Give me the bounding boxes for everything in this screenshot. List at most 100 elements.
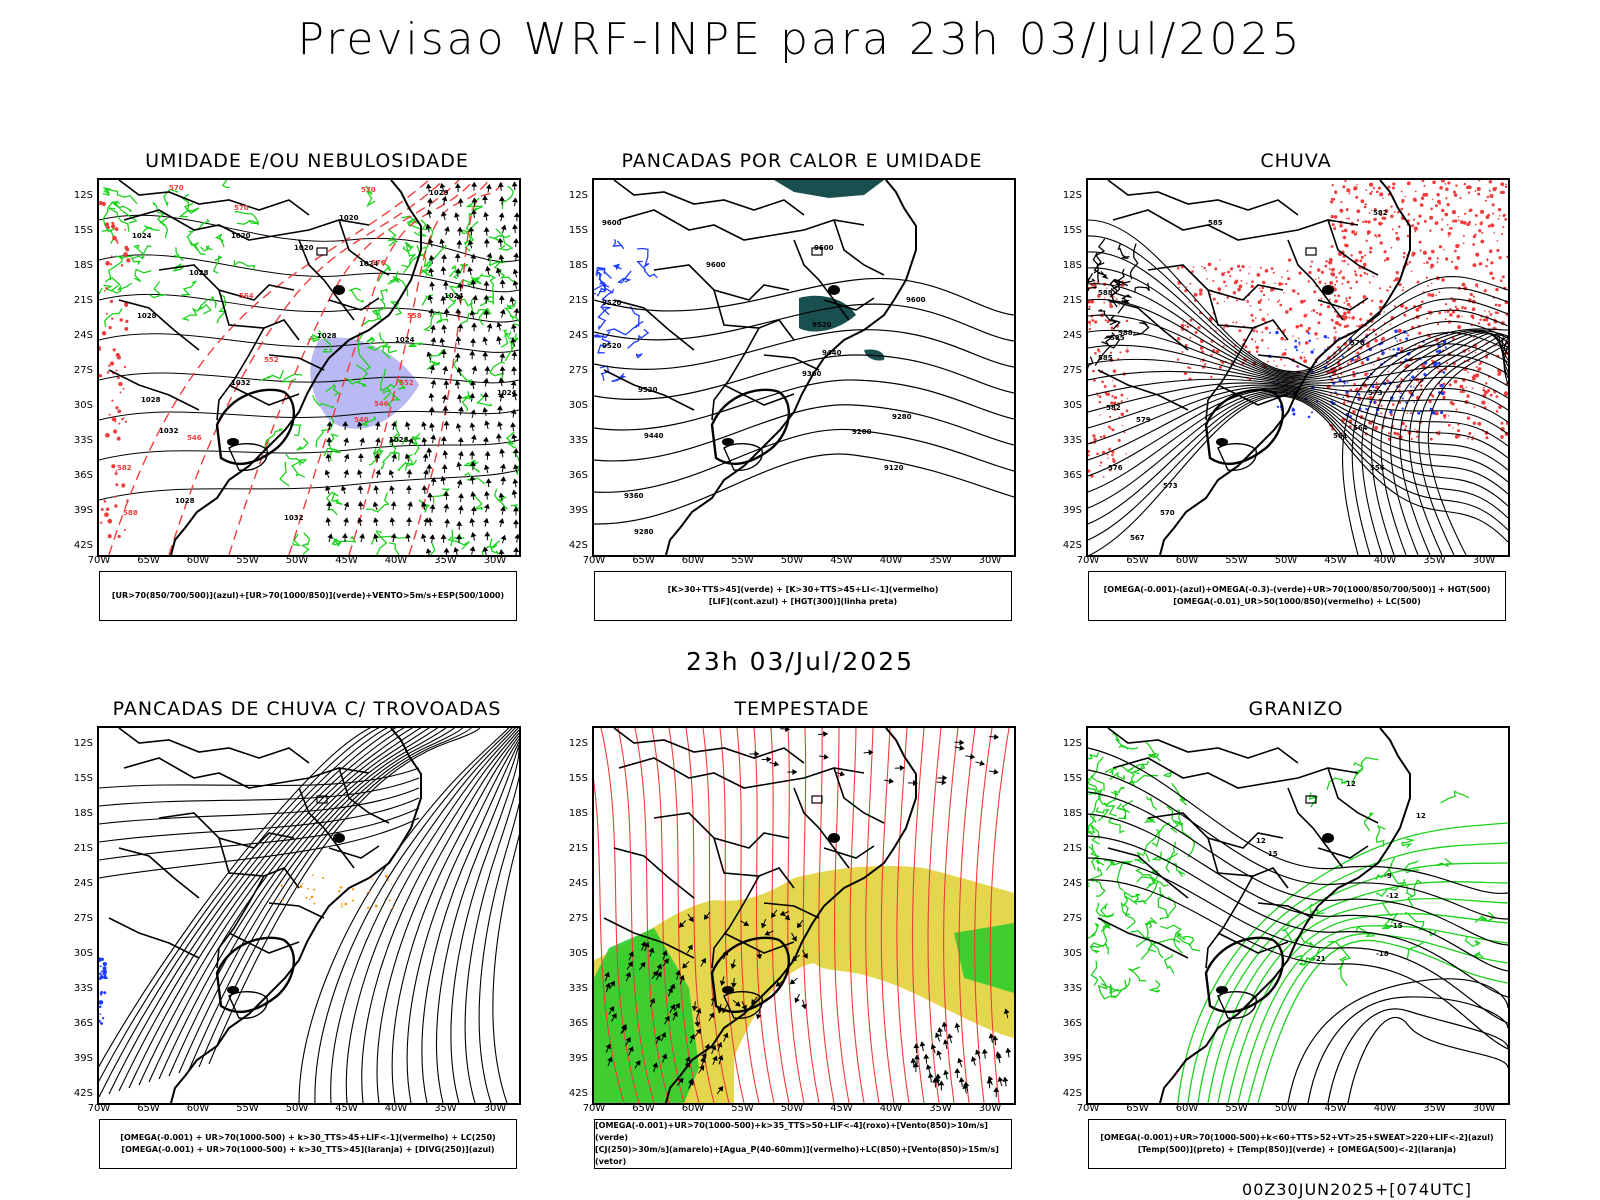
legend-line: [OMEGA(-0.001)+UR>70(1000-500)+k>35_TTS>… [595,1121,988,1142]
field-cell [1386,379,1390,383]
wind-vector-head [963,1081,970,1088]
lat-tick-label: 39S [73,1053,93,1064]
field-cell [100,976,104,980]
contour-line [1151,938,1183,954]
contour-line [1143,829,1160,863]
streamline [128,728,414,1089]
field-cell [1107,425,1111,429]
wind-vector-head [469,517,476,524]
legend-granizo: [OMEGA(-0.001)+UR>70(1000-500)+k<60+TTS>… [1088,1119,1506,1169]
field-cell [1369,250,1372,254]
wind-vector-head [496,405,503,411]
contour-line [214,233,225,248]
field-cell [1236,299,1239,302]
contour-line [389,271,409,297]
field-cell [1305,329,1310,334]
contour-lines [594,277,1014,525]
wind-vector-head [457,505,464,511]
field-cell [1401,289,1404,292]
field-cell [1477,421,1482,426]
field-cell [1212,280,1215,283]
contour-line [99,214,519,263]
field-cell [1440,180,1445,183]
field-cell [1358,250,1363,255]
lat-tick-label: 30S [568,948,588,959]
lon-tick-label: 35W [929,555,952,566]
map-panel-tempestade [592,726,1016,1105]
wind-vector-head [483,211,490,218]
wind-vector-head [389,437,395,443]
contour-line [464,472,486,485]
wind-vector-head [390,501,397,507]
field-cell [1409,378,1411,380]
field-cell [1468,209,1472,213]
streamline [1088,382,1508,435]
field-cell [1372,186,1376,189]
contour-line [1287,978,1508,1103]
field-cell [1261,317,1266,322]
wind-vector-head [429,324,436,331]
field-cell [1467,371,1469,374]
field-cell [1284,282,1288,286]
contour-line [413,219,428,237]
contour-line [429,348,446,364]
wind-vector-head [625,971,631,978]
contour-label: 576 [1350,339,1365,347]
coastline-borders [108,180,422,555]
field-cell [1380,404,1383,407]
field-cell [1331,223,1335,227]
contour-line [212,255,223,274]
political-border [268,354,325,371]
wind-vector-head [482,351,489,357]
coastline-borders [1097,180,1411,555]
field-cell [1098,400,1102,404]
field-cell [1497,217,1500,220]
wind-vector-head [406,517,413,523]
contour-line [1136,876,1169,887]
contour-line [1351,762,1364,785]
contour-line [594,428,1014,493]
field-cell [1387,432,1391,435]
contour-line [1095,807,1110,822]
field-cell [1381,336,1386,341]
field-cell [1502,214,1505,217]
wind-vector-head [785,728,791,732]
contour-line [373,446,381,460]
contour-line [105,187,138,205]
state-border [1204,936,1285,1014]
contour-line [448,264,469,278]
legend-line: [Temp(500)](preto) + [Temp(850)](verde) … [1137,1145,1457,1154]
streamline [1361,330,1508,555]
field-cell [1324,282,1327,285]
field-cell [1338,378,1342,382]
lon-tick-label: 60W [681,1103,705,1114]
field-cell [1490,223,1495,228]
wind-vector-head [497,421,503,427]
field-cell [115,406,119,410]
wind-vector-head [791,935,797,942]
streamline [849,728,865,1103]
field-cell [116,241,119,244]
streamline [361,729,519,1103]
political-border [823,297,875,311]
field-cell [1350,254,1353,257]
lat-tick-label: 21S [73,295,93,306]
wind-vector-head [483,238,490,244]
field-cell [1430,263,1435,268]
field-cell [1438,430,1441,433]
lon-tick-label: 45W [830,1103,853,1114]
field-cell [1449,307,1452,311]
field-cell [1489,313,1493,316]
lat-tick-label: 21S [73,843,93,854]
field-cell [1334,321,1339,326]
field-cell [1280,358,1283,361]
wind-vector-head [372,501,379,508]
contour-label: -21 [1313,955,1326,963]
field-cell [1239,269,1242,272]
field-cell [1224,271,1226,274]
field-cell [1402,397,1404,400]
contour-line [1095,880,1106,897]
field-cell [1471,376,1474,379]
political-border [1205,327,1254,421]
contour-label: 588 [123,509,138,517]
